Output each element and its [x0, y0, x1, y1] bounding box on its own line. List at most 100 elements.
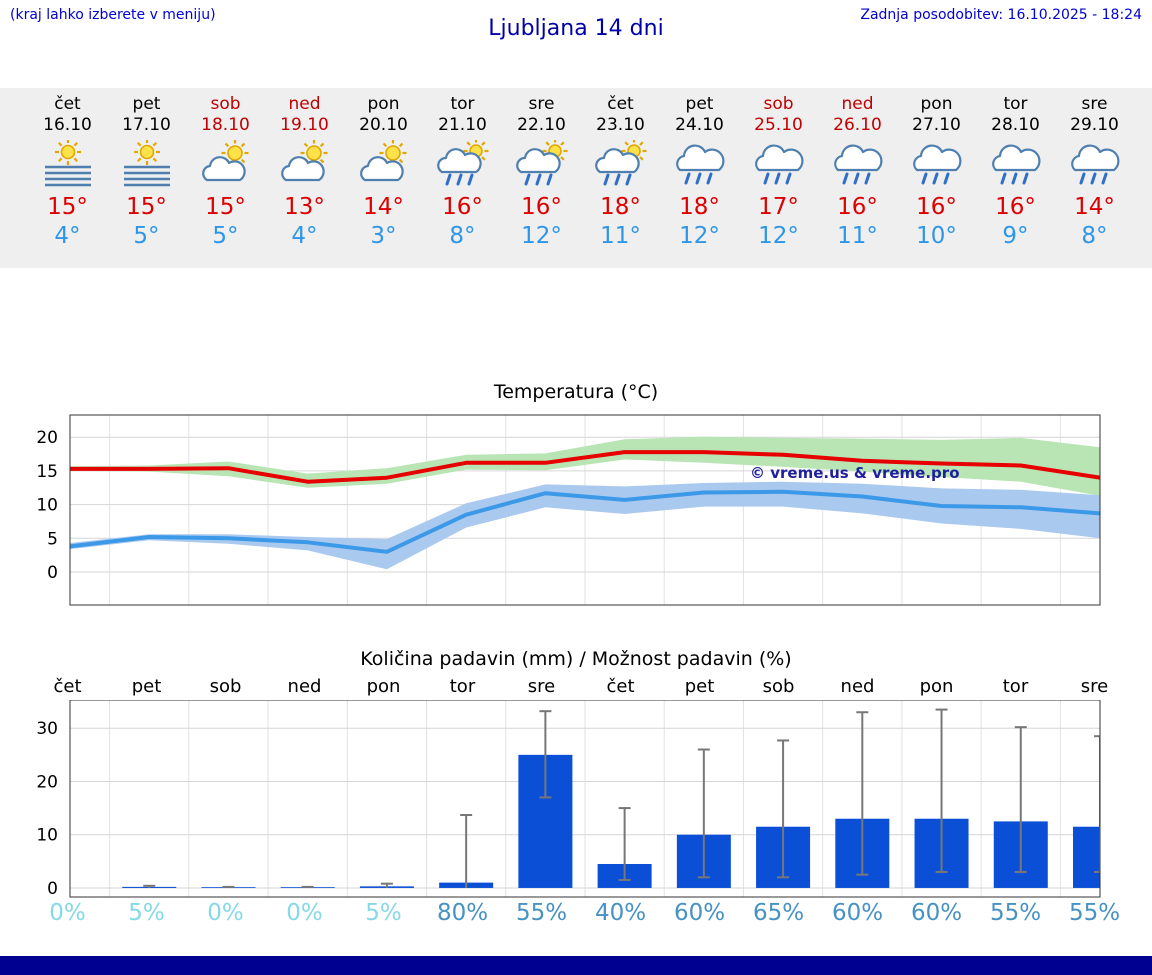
min-temp: 5°: [133, 223, 160, 249]
day-date: 22.10: [517, 115, 566, 135]
min-temp: 12°: [758, 223, 799, 249]
footer-bar: [0, 956, 1152, 975]
day-name: čet: [54, 94, 81, 114]
precip-probability-label: 55%: [515, 900, 568, 926]
max-temp: 18°: [679, 194, 720, 220]
forecast-day-column: pon 27.10 16° 10°: [897, 88, 976, 268]
day-name: ned: [288, 94, 321, 114]
forecast-day-column: čet 23.10 18° 11°: [581, 88, 660, 268]
max-temp: 14°: [1074, 194, 1115, 220]
day-date: 19.10: [280, 115, 329, 135]
min-temp: 4°: [54, 223, 81, 249]
forecast-day-column: pon 20.10 14° 3°: [344, 88, 423, 268]
svg-text:© vreme.us & vreme.pro: © vreme.us & vreme.pro: [750, 464, 960, 482]
day-date: 29.10: [1070, 115, 1119, 135]
precip-probability-label: 5%: [128, 900, 165, 926]
precip-probability-label: 60%: [831, 900, 884, 926]
svg-text:20: 20: [36, 428, 58, 448]
min-temp: 11°: [837, 223, 878, 249]
precip-day-label: ned: [840, 676, 875, 697]
forecast-day-column: sre 22.10 16° 12°: [502, 88, 581, 268]
partly-cloudy-icon: [344, 139, 423, 192]
day-name: tor: [450, 94, 475, 114]
max-temp: 16°: [995, 194, 1036, 220]
precip-probability-label: 80%: [436, 900, 489, 926]
day-date: 18.10: [201, 115, 250, 135]
day-name: sre: [528, 94, 555, 114]
min-temp: 3°: [370, 223, 397, 249]
precip-day-label: pet: [684, 676, 715, 697]
precip-probability-label: 65%: [752, 900, 805, 926]
max-temp: 18°: [600, 194, 641, 220]
min-temp: 8°: [449, 223, 476, 249]
forecast-day-column: pet 17.10 15° 5°: [107, 88, 186, 268]
max-temp: 13°: [284, 194, 325, 220]
precip-probability-label: 55%: [1068, 900, 1121, 926]
forecast-strip: čet 16.10 15° 4° pet 17.10 15° 5° sob 18.10 15° 5° n…: [0, 88, 1152, 268]
min-temp: 5°: [212, 223, 239, 249]
cloud-rain-icon: [660, 140, 739, 192]
sun-cloud-rain-icon: [502, 138, 581, 192]
day-date: 16.10: [43, 115, 92, 135]
min-temp: 9°: [1002, 223, 1029, 249]
precip-day-label: sre: [527, 676, 556, 697]
svg-text:5: 5: [47, 529, 58, 549]
sun-cloud-rain-icon: [581, 138, 660, 192]
day-date: 28.10: [991, 115, 1040, 135]
forecast-day-column: sre 29.10 14° 8°: [1055, 88, 1134, 268]
precip-day-label: pon: [919, 676, 954, 697]
partly-cloudy-icon: [265, 139, 344, 192]
location-menu-hint: (kraj lahko izberete v meniju): [10, 7, 216, 23]
forecast-day-column: ned 26.10 16° 11°: [818, 88, 897, 268]
day-date: 24.10: [675, 115, 724, 135]
precip-probability-label: 60%: [910, 900, 963, 926]
cloud-rain-icon: [818, 140, 897, 192]
precipitation-chart-title: Količina padavin (mm) / Možnost padavin …: [360, 648, 792, 670]
max-temp: 16°: [916, 194, 957, 220]
precip-day-label: tor: [1002, 676, 1029, 697]
cloud-rain-icon: [976, 140, 1055, 192]
precip-day-label: pon: [366, 676, 401, 697]
precip-day-label: sob: [762, 676, 795, 697]
max-temp: 14°: [363, 194, 404, 220]
precip-day-label: sre: [1080, 676, 1109, 697]
forecast-day-column: čet 16.10 15° 4°: [28, 88, 107, 268]
day-date: 27.10: [912, 115, 961, 135]
max-temp: 16°: [442, 194, 483, 220]
day-date: 23.10: [596, 115, 645, 135]
precip-day-label: sob: [209, 676, 242, 697]
day-name: pet: [132, 94, 161, 114]
min-temp: 12°: [679, 223, 720, 249]
cloud-rain-icon: [897, 140, 976, 192]
day-name: sre: [1081, 94, 1108, 114]
temperature-chart-title: Temperatura (°C): [493, 381, 659, 403]
precip-day-labels-row: čet pet sob ned pon tor sre čet pet sob ned pon tor s…: [0, 676, 1152, 697]
svg-text:0: 0: [47, 563, 58, 583]
min-temp: 4°: [291, 223, 318, 249]
min-temp: 10°: [916, 223, 957, 249]
precip-day-label: pet: [131, 676, 162, 697]
precip-probability-label: 5%: [365, 900, 402, 926]
sun-cloud-rain-icon: [423, 138, 502, 192]
day-name: ned: [841, 94, 874, 114]
max-temp: 15°: [47, 194, 88, 220]
forecast-day-column: ned 19.10 13° 4°: [265, 88, 344, 268]
day-date: 20.10: [359, 115, 408, 135]
last-update-label: Zadnja posodobitev: 16.10.2025 - 18:24: [860, 7, 1142, 23]
svg-text:10: 10: [36, 826, 58, 846]
cloud-rain-icon: [739, 140, 818, 192]
min-temp: 8°: [1081, 223, 1108, 249]
svg-text:30: 30: [36, 719, 58, 739]
day-date: 21.10: [438, 115, 487, 135]
day-name: sob: [763, 94, 794, 114]
max-temp: 15°: [126, 194, 167, 220]
svg-text:10: 10: [36, 496, 58, 516]
max-temp: 17°: [758, 194, 799, 220]
day-date: 25.10: [754, 115, 803, 135]
cloud-rain-icon: [1055, 140, 1134, 192]
day-name: čet: [607, 94, 634, 114]
precip-day-label: čet: [53, 676, 82, 697]
day-date: 26.10: [833, 115, 882, 135]
precip-probability-label: 40%: [594, 900, 647, 926]
